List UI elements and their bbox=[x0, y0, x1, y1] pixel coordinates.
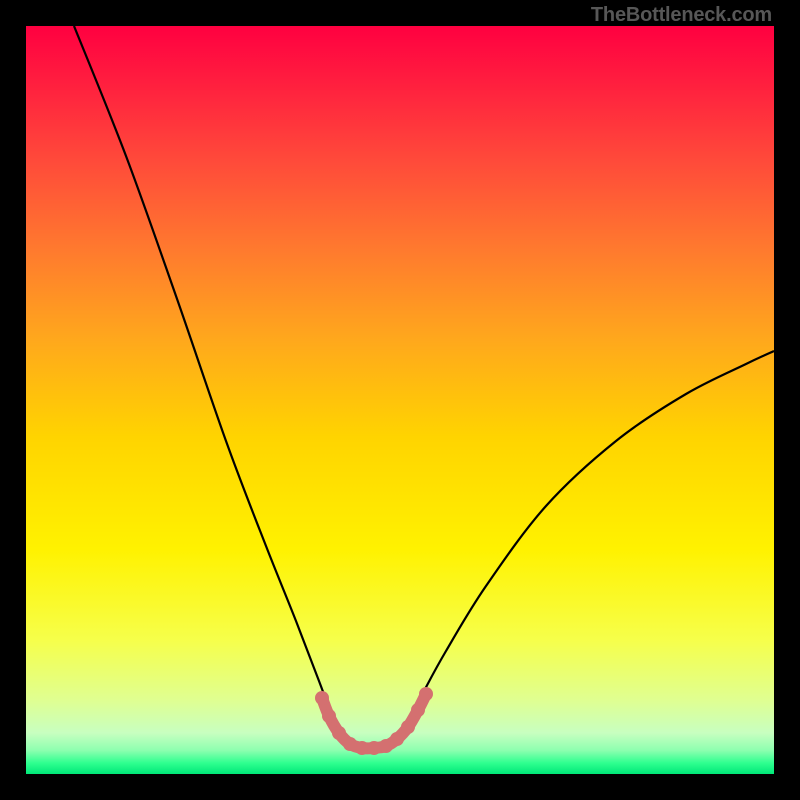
right-curve bbox=[404, 351, 774, 728]
left-curve bbox=[74, 26, 337, 728]
watermark-text: TheBottleneck.com bbox=[591, 4, 772, 27]
plot-area bbox=[26, 26, 774, 774]
chart-container: TheBottleneck.com bbox=[0, 0, 800, 800]
curve-layer bbox=[26, 26, 774, 774]
